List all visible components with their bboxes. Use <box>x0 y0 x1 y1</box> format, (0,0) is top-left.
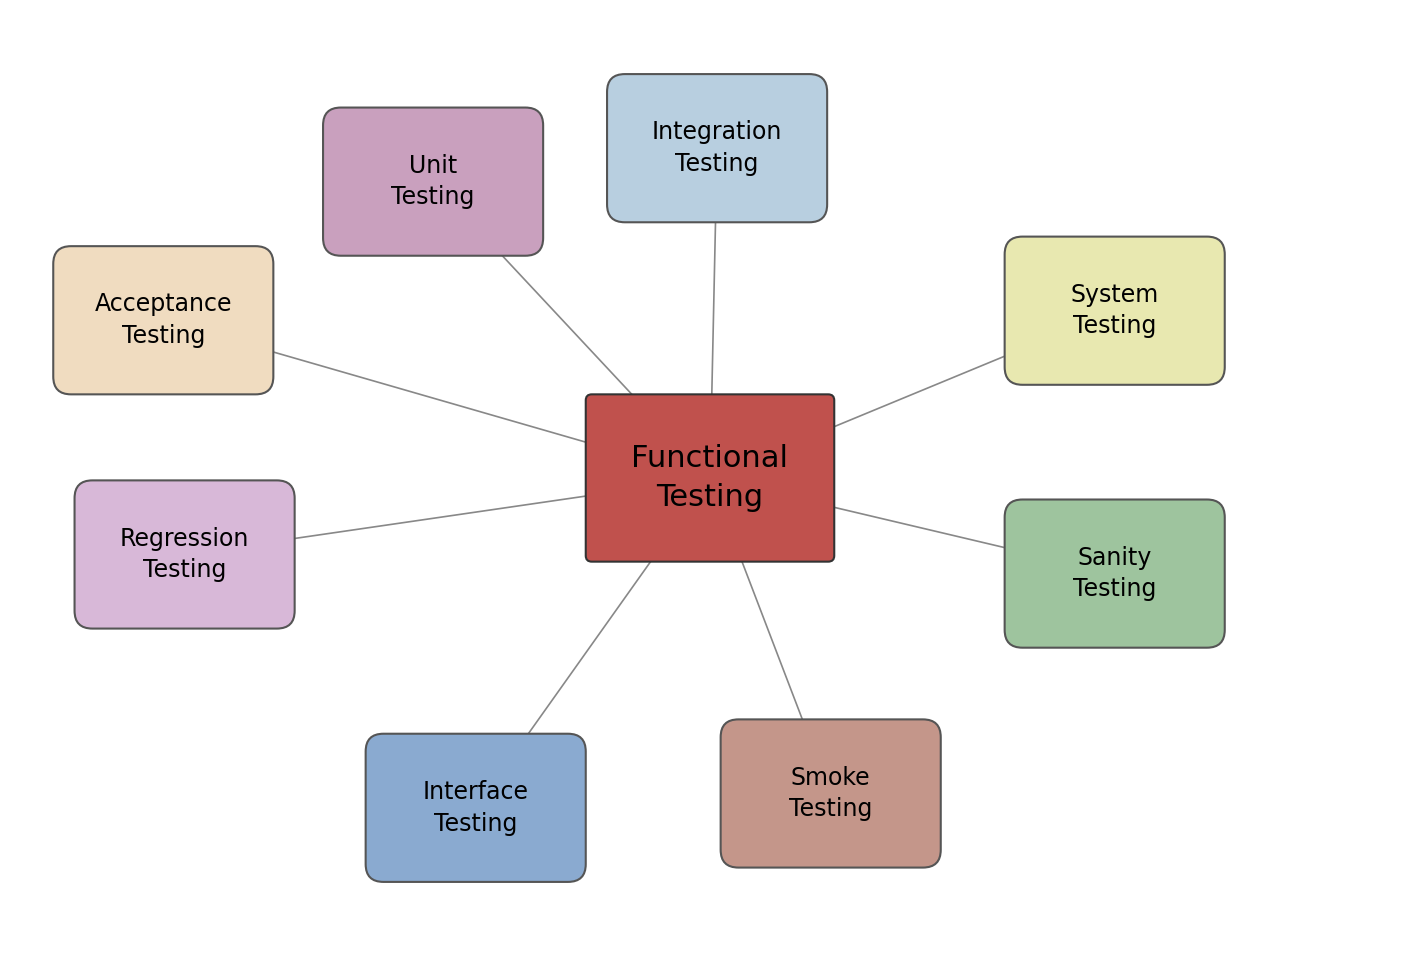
Text: Integration
Testing: Integration Testing <box>652 120 782 176</box>
FancyBboxPatch shape <box>74 480 295 629</box>
FancyBboxPatch shape <box>365 734 586 881</box>
FancyBboxPatch shape <box>1005 499 1224 648</box>
Text: Smoke
Testing: Smoke Testing <box>790 766 872 821</box>
Text: Interface
Testing: Interface Testing <box>423 780 528 836</box>
Text: Functional
Testing: Functional Testing <box>632 445 788 511</box>
FancyBboxPatch shape <box>720 719 940 868</box>
FancyBboxPatch shape <box>322 108 542 255</box>
Text: System
Testing: System Testing <box>1071 283 1159 338</box>
FancyBboxPatch shape <box>54 247 274 394</box>
FancyBboxPatch shape <box>586 395 834 562</box>
Text: Acceptance
Testing: Acceptance Testing <box>95 293 231 348</box>
Text: Sanity
Testing: Sanity Testing <box>1074 546 1156 601</box>
Text: Regression
Testing: Regression Testing <box>119 527 250 582</box>
FancyBboxPatch shape <box>1005 236 1224 384</box>
Text: Unit
Testing: Unit Testing <box>392 154 474 209</box>
FancyBboxPatch shape <box>608 75 826 222</box>
